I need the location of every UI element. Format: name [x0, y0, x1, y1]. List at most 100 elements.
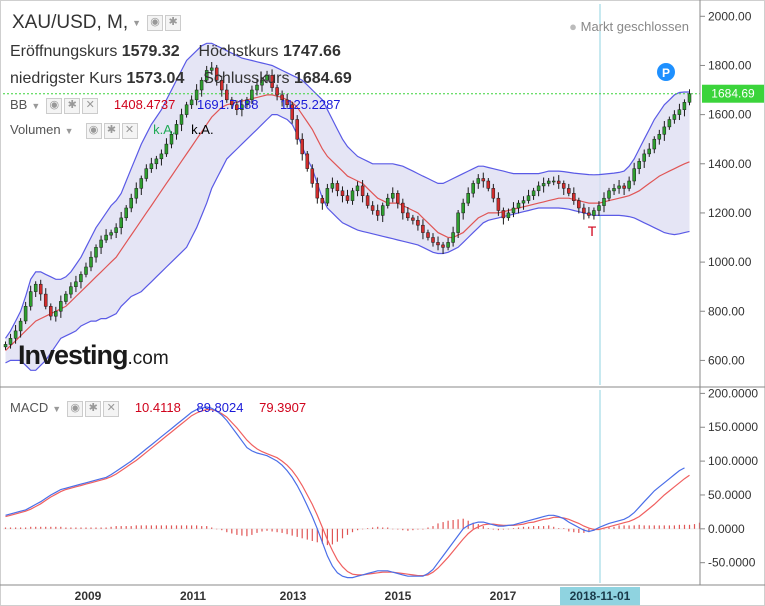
- low-value: 1573.04: [126, 70, 185, 87]
- macd-histogram-bar: [50, 526, 52, 529]
- macd-histogram-bar: [186, 525, 188, 529]
- chevron-down-icon[interactable]: ▼: [52, 403, 62, 414]
- macd-value-3: 79.3907: [259, 400, 307, 415]
- macd-histogram-bar: [623, 525, 625, 529]
- eye-icon[interactable]: ◉: [46, 97, 63, 114]
- volume-indicator-row[interactable]: Volumen ▼ ◉ ✱ ✕ k.A. k.A.: [10, 122, 214, 139]
- close-icon[interactable]: ✕: [103, 400, 120, 417]
- macd-histogram-bar: [683, 524, 686, 529]
- candle-up: [129, 197, 133, 209]
- candle-up: [18, 320, 23, 332]
- candle-up: [350, 190, 355, 201]
- close-icon[interactable]: ✕: [82, 97, 99, 114]
- candle-up: [461, 202, 465, 214]
- candle-up: [174, 124, 179, 135]
- macd-histogram-bar: [502, 528, 504, 530]
- candle-down: [49, 306, 53, 317]
- eye-icon[interactable]: ◉: [67, 400, 84, 417]
- macd-histogram-bar: [648, 525, 650, 529]
- macd-histogram-bar: [688, 524, 691, 529]
- macd-histogram-bar: [291, 528, 293, 536]
- candle-up: [652, 138, 657, 150]
- macd-histogram-bar: [427, 527, 429, 529]
- macd-histogram-bar: [407, 528, 409, 531]
- candle-up: [8, 338, 13, 345]
- candle-up: [59, 301, 63, 312]
- price-tick-label: 800.00: [708, 304, 745, 318]
- gear-icon[interactable]: ✱: [64, 97, 81, 114]
- macd-histogram-bar: [663, 525, 665, 529]
- candle-down: [441, 244, 445, 248]
- macd-histogram-bar: [306, 528, 308, 540]
- candle-up: [265, 75, 269, 81]
- macd-value-2: 89.8024: [196, 400, 244, 415]
- candle-down: [230, 99, 234, 106]
- candle-up: [28, 291, 33, 307]
- eye-icon[interactable]: ◉: [85, 122, 102, 139]
- investing-logo: Investing.com: [18, 340, 169, 371]
- candle-down: [401, 202, 405, 214]
- candle-up: [64, 293, 68, 302]
- macd-histogram-bar: [326, 528, 328, 546]
- macd-histogram-bar: [357, 528, 359, 531]
- market-status: ● Markt geschlossen: [569, 19, 689, 34]
- gear-icon[interactable]: ✱: [85, 400, 102, 417]
- macd-histogram-bar: [281, 528, 283, 533]
- volume-value-2: k.A.: [191, 122, 214, 137]
- candle-up: [446, 242, 450, 248]
- macd-histogram-bar: [115, 526, 117, 529]
- candle-up: [250, 89, 254, 101]
- candle-down: [220, 79, 224, 91]
- candle-down: [436, 242, 440, 246]
- candle-up: [637, 161, 641, 169]
- macd-histogram-bar: [377, 526, 379, 529]
- candle-up: [355, 185, 360, 192]
- macd-histogram-bar: [55, 526, 57, 529]
- candle-down: [567, 188, 571, 194]
- candle-up: [139, 178, 144, 189]
- price-tick-label: 1600.00: [708, 108, 752, 122]
- macd-histogram-bar: [497, 528, 499, 531]
- candle-down: [622, 185, 626, 189]
- macd-histogram-bar: [346, 528, 349, 535]
- chevron-down-icon[interactable]: ▼: [64, 125, 74, 136]
- macd-histogram-bar: [643, 525, 645, 529]
- gear-icon[interactable]: ✱: [165, 14, 182, 31]
- candle-up: [169, 134, 174, 145]
- macd-histogram-bar: [276, 528, 278, 533]
- price-tick-label: 1000.00: [708, 255, 752, 269]
- candle-up: [391, 193, 395, 199]
- low-label: niedrigster Kurs: [10, 70, 123, 87]
- macd-tick-label: 150.0000: [708, 420, 758, 434]
- symbol-title[interactable]: XAU/USD, M, ▼ ◉ ✱: [12, 12, 182, 34]
- candle-down: [370, 205, 375, 211]
- close-icon[interactable]: ✕: [121, 122, 138, 139]
- candle-up: [385, 197, 390, 206]
- candle-up: [79, 274, 83, 283]
- candle-down: [320, 197, 325, 204]
- gear-icon[interactable]: ✱: [103, 122, 120, 139]
- macd-histogram-bar: [382, 527, 384, 529]
- candle-down: [365, 195, 370, 206]
- price-tick-label: 600.00: [708, 353, 745, 367]
- candle-up: [184, 104, 189, 115]
- bb-value-3: 1125.2287: [280, 97, 341, 112]
- chevron-down-icon[interactable]: ▼: [31, 100, 41, 111]
- macd-indicator-row[interactable]: MACD ▼ ◉ ✱ ✕ 10.4118 89.8024 79.3907: [10, 400, 306, 417]
- candle-up: [209, 67, 214, 71]
- macd-histogram-bar: [60, 526, 62, 529]
- macd-histogram-bar: [20, 527, 22, 529]
- time-tick-label: 2017: [490, 589, 517, 603]
- volume-value-1: k.A.: [153, 122, 176, 137]
- macd-histogram-bar: [216, 528, 218, 530]
- candle-up: [592, 210, 596, 216]
- candle-up: [541, 183, 546, 187]
- eye-icon[interactable]: ◉: [147, 14, 164, 31]
- chevron-down-icon[interactable]: ▼: [132, 17, 142, 28]
- macd-histogram-bar: [608, 527, 610, 529]
- candle-up: [189, 99, 194, 106]
- candle-up: [144, 168, 149, 179]
- bb-indicator-row[interactable]: BB ▼ ◉ ✱ ✕ 1408.4737 1691.7188 1125.2287: [10, 97, 341, 114]
- macd-histogram-bar: [75, 527, 77, 529]
